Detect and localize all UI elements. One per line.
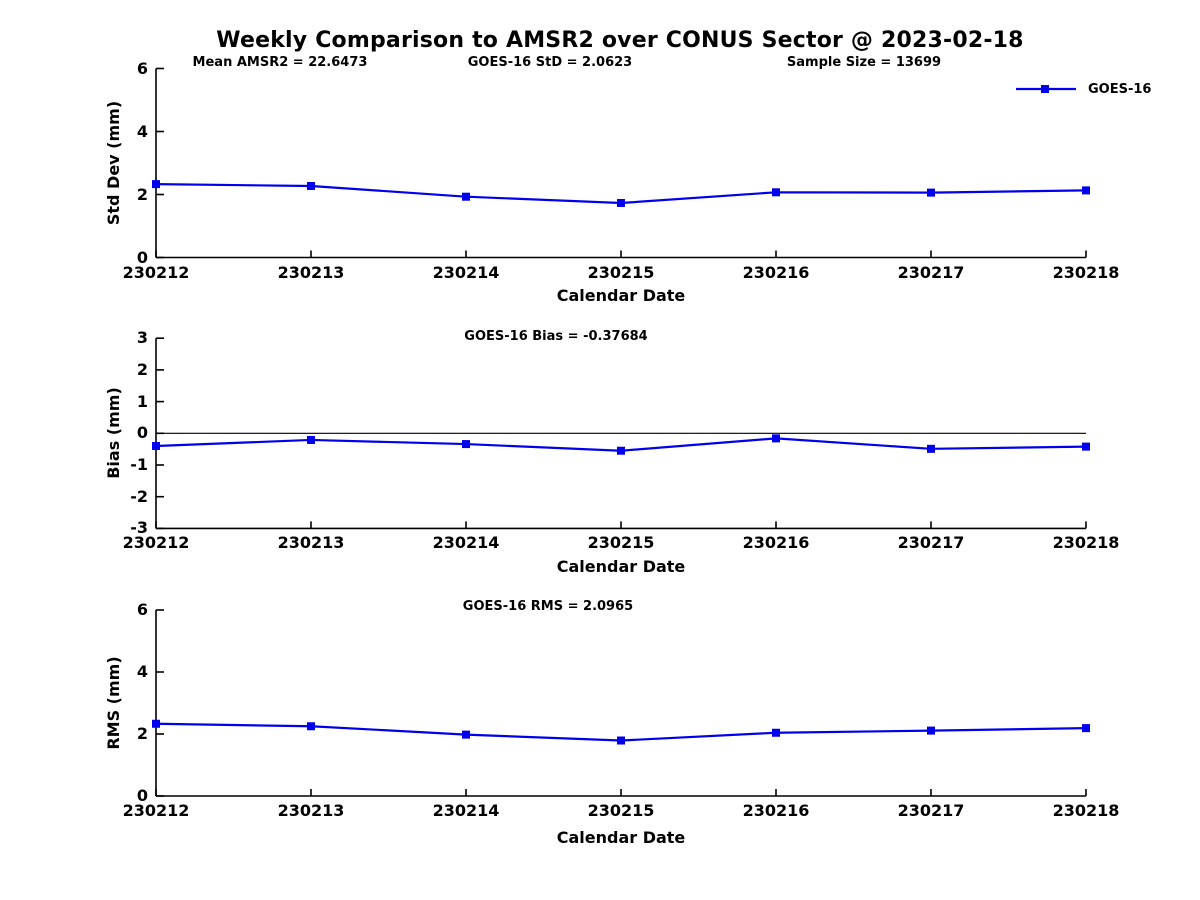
rms-data-marker (307, 722, 315, 731)
bias-data-marker (152, 441, 160, 450)
rms-data-marker (1082, 724, 1090, 733)
y-tick-label: 0 (136, 786, 148, 805)
y-tick-label: 6 (136, 58, 148, 78)
rms-data-marker (152, 719, 160, 728)
legend: GOES-16 (1014, 80, 1151, 98)
rms-data-marker (772, 728, 780, 737)
x-tick-label: 230217 (897, 533, 965, 553)
legend-line-sample-icon (1016, 85, 1076, 93)
x-tick-label: 230215 (587, 262, 655, 282)
x-tick-label: 230212 (122, 801, 190, 820)
stat-sample-size: Sample Size = 13699 (786, 55, 942, 70)
x-tick-label: 230215 (587, 801, 655, 820)
bias-data-marker (927, 444, 935, 453)
bias-data-marker (1082, 442, 1090, 451)
x-tick-label: 230218 (1052, 262, 1120, 282)
x-tick-label: 230212 (122, 262, 190, 282)
y-tick-label: -3 (130, 518, 148, 538)
subplot-title-rms: GOES-16 RMS = 2.0965 (462, 599, 634, 614)
x-tick-label: 230217 (897, 801, 965, 820)
std-dev-data-marker (927, 188, 935, 197)
std-dev-data-marker (152, 180, 160, 189)
x-tick-label: 230214 (432, 801, 500, 820)
xlabel-bias: Calendar Date (556, 557, 686, 576)
y-tick-label: 0 (136, 423, 148, 443)
stat-goes16-std: GOES-16 StD = 2.0623 (467, 55, 633, 70)
x-tick-label: 230212 (122, 533, 190, 553)
std-dev-data-marker (772, 188, 780, 197)
figure-title: Weekly Comparison to AMSR2 over CONUS Se… (216, 28, 1024, 53)
subplot-std-dev (152, 67, 1090, 259)
xlabel-std-dev: Calendar Date (556, 286, 686, 305)
bias-data-marker (617, 446, 625, 455)
x-tick-label: 230217 (897, 262, 965, 282)
subplot-bias (152, 337, 1090, 530)
y-tick-label: 6 (136, 600, 148, 619)
rms-data-marker (927, 726, 935, 735)
y-tick-label: 4 (136, 121, 148, 141)
xlabel-rms: Calendar Date (556, 828, 686, 847)
y-tick-label: 2 (136, 359, 148, 379)
std-dev-data-marker (1082, 186, 1090, 195)
bias-data-marker (462, 440, 470, 449)
x-tick-label: 230216 (742, 533, 810, 553)
x-tick-label: 230213 (277, 801, 345, 820)
x-tick-label: 230214 (432, 533, 500, 553)
std-dev-data-marker (307, 181, 315, 190)
y-tick-label: -1 (130, 455, 148, 474)
std-dev-data-marker (462, 192, 470, 201)
rms-data-marker (617, 736, 625, 745)
x-tick-label: 230216 (742, 262, 810, 282)
subplot-rms (152, 609, 1090, 797)
y-tick-label: 1 (136, 391, 148, 411)
y-tick-label: 3 (136, 328, 148, 348)
x-tick-label: 230215 (587, 533, 655, 553)
std-dev-data-marker (617, 199, 625, 208)
bias-data-marker (772, 434, 780, 443)
y-tick-label: 4 (136, 662, 148, 681)
legend-label: GOES-16 (1088, 81, 1152, 97)
subplot-title-bias: GOES-16 Bias = -0.37684 (464, 329, 648, 344)
x-tick-label: 230218 (1052, 533, 1120, 553)
stat-mean-amsr2: Mean AMSR2 = 22.6473 (192, 55, 368, 70)
x-tick-label: 230218 (1052, 801, 1120, 820)
y-tick-label: -2 (130, 486, 148, 506)
x-tick-label: 230214 (432, 262, 500, 282)
rms-data-marker (462, 730, 470, 739)
bias-data-marker (307, 435, 315, 444)
y-tick-label: 0 (136, 247, 148, 267)
x-tick-label: 230213 (277, 533, 345, 553)
y-tick-label: 2 (136, 724, 148, 743)
x-tick-label: 230216 (742, 801, 810, 820)
y-tick-label: 2 (136, 184, 148, 204)
x-tick-label: 230213 (277, 262, 345, 282)
